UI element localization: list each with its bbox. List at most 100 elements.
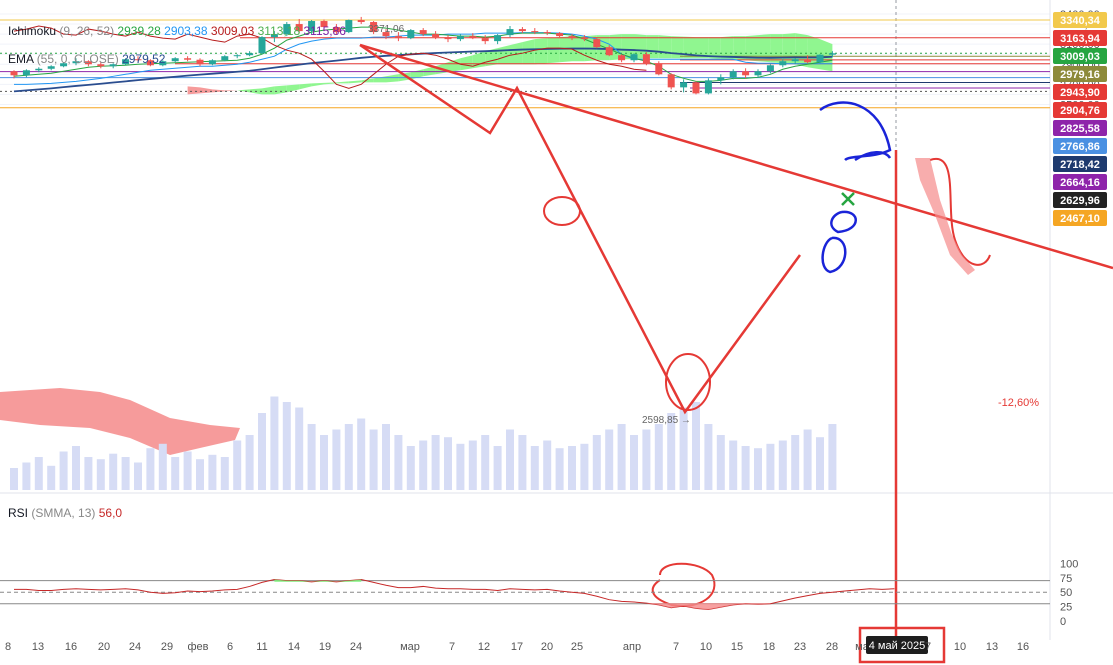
time-tick-label: 7 — [925, 641, 931, 653]
rsi-pane — [0, 579, 1050, 610]
candle-body — [729, 71, 737, 78]
time-tick-label: 8 — [5, 641, 11, 653]
candle-body — [184, 58, 192, 60]
ichimoku-legend[interactable]: Ichimoku (9, 26, 52) 2939,28 2903,38 300… — [8, 24, 346, 38]
volume-bar — [295, 407, 304, 490]
candle-body — [35, 68, 43, 71]
cloud-segment-bull — [262, 86, 275, 95]
cloud-segment-bull — [820, 39, 833, 72]
volume-bar — [47, 465, 56, 490]
time-tick-label: 14 — [288, 641, 300, 653]
volume-bar — [791, 435, 800, 490]
cloud-segment-bull — [634, 34, 647, 60]
time-tick-label: 24 — [350, 641, 362, 653]
volume-bar — [208, 454, 217, 490]
red-circle-march — [543, 196, 581, 226]
cloud-segment-bull — [336, 81, 349, 84]
candle-body — [382, 32, 390, 37]
candle-body — [109, 64, 117, 67]
candles — [10, 16, 836, 95]
price-label-bg — [1053, 48, 1107, 65]
time-tick-label: апр — [623, 641, 641, 653]
cloud-segment-bull — [770, 34, 783, 64]
cloud-segment-bull — [534, 38, 548, 65]
volume-bar — [654, 424, 663, 490]
rsi-legend[interactable]: RSI (SMMA, 13) 56,0 — [8, 506, 122, 520]
volume-bar — [518, 435, 527, 490]
ichimoku-cloud — [0, 33, 833, 455]
candle-body — [704, 80, 712, 94]
time-tick-label: мар — [400, 641, 420, 653]
volume-bar — [803, 429, 812, 490]
volume-bar — [555, 448, 564, 490]
time-axis: 8 13 16 20 24 29 фев 6 11 14 19 24 мар 7 12 17 20 25 апр 7 1… — [5, 636, 1029, 654]
candle-body — [332, 27, 340, 33]
chikou-line — [13, 25, 647, 89]
candle-body — [481, 38, 489, 42]
ema-legend[interactable]: EMA (55, 0, CLOSE) 2979,52 — [8, 52, 165, 66]
candle-body — [469, 36, 477, 39]
price-label-bg — [1053, 120, 1107, 137]
ema-name: EMA — [8, 52, 34, 66]
candle-body — [97, 64, 105, 67]
price-label: 2467,10 — [1060, 213, 1100, 225]
time-tick-label: фев — [187, 641, 208, 653]
date-tooltip: 4 май 2025 — [869, 640, 926, 652]
cloud-segment-bear — [187, 86, 200, 95]
candle-body — [146, 60, 154, 66]
time-tick-label: 7 — [673, 641, 679, 653]
time-tick-label: 20 — [98, 641, 110, 653]
cloud-segment-bull — [274, 85, 287, 95]
volume-bar — [828, 424, 837, 490]
volume-bar — [158, 443, 167, 490]
time-tick-label: 20 — [541, 641, 553, 653]
cloud-segment-bull — [671, 36, 684, 59]
green-x-mark — [841, 192, 855, 206]
price-label: 2979,16 — [1060, 69, 1100, 81]
candle-body — [221, 56, 229, 61]
red-trendline — [359, 43, 1113, 270]
candle-body — [754, 71, 762, 76]
red-circle-rsi — [651, 562, 716, 607]
price-label-bg — [1053, 30, 1107, 47]
low-annotation: 2598,85 → — [642, 415, 691, 426]
candle-body — [717, 77, 725, 81]
cloud-segment-bear — [224, 90, 238, 92]
candle-body — [655, 63, 663, 75]
time-tick-label: 12 — [478, 641, 490, 653]
candle-body — [543, 32, 551, 34]
time-tick-label: 17 — [511, 641, 523, 653]
candle-body — [320, 21, 328, 28]
ichimoku-name: Ichimoku — [8, 24, 57, 38]
volume-bar — [530, 446, 539, 490]
price-label: 3163,94 — [1060, 33, 1101, 45]
candle-body — [556, 33, 564, 37]
rsi-tick-label: 100 — [1060, 558, 1078, 570]
volume-bar — [245, 435, 254, 490]
time-tick-label: 29 — [161, 641, 173, 653]
time-tick-label: 10 — [700, 641, 712, 653]
volume-bar — [630, 435, 638, 490]
candle-body — [10, 71, 18, 76]
ichimoku-value-2: 2903,38 — [164, 24, 208, 38]
rsi-tick-label: 25 — [1060, 602, 1072, 614]
volume-bar — [84, 457, 93, 490]
candle-body — [196, 59, 204, 65]
time-tick-label: 16 — [1017, 641, 1029, 653]
candle-body — [270, 34, 278, 38]
cloud-segment-bull — [646, 35, 659, 59]
time-tick-label: 23 — [794, 641, 806, 653]
candle-body — [407, 30, 415, 39]
price-label-bg — [1053, 102, 1107, 119]
price-label: 2718,42 — [1060, 159, 1100, 171]
candle-body — [208, 60, 216, 65]
candle-body — [456, 36, 464, 40]
volume-bar — [344, 424, 353, 490]
price-label: 2766,86 — [1060, 141, 1100, 153]
candle-body — [593, 39, 601, 48]
red-wave-drawing — [359, 43, 802, 415]
volume-bar — [220, 457, 229, 490]
rsi-line — [14, 579, 895, 610]
volume-bar — [419, 440, 428, 490]
